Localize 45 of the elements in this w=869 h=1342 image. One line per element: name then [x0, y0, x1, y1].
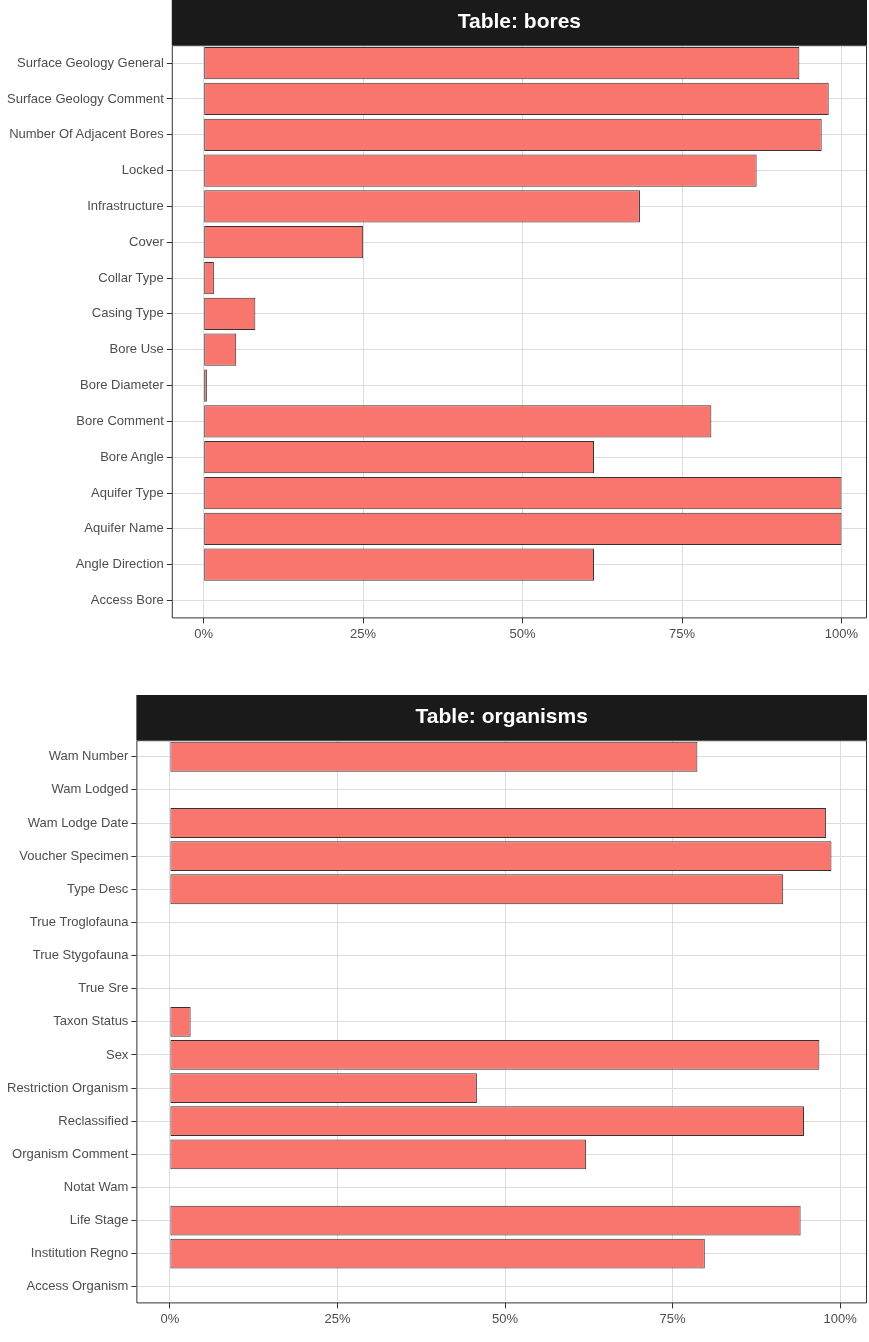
- y-tick-label: Cover: [129, 233, 165, 249]
- y-tick-label: Sex: [105, 1046, 129, 1062]
- y-tick-label: Aquifer Name: [84, 520, 164, 536]
- y-tick-label: Organism Comment: [12, 1145, 129, 1161]
- x-tick-label: 0%: [194, 625, 214, 641]
- y-tick-label: Notat Wam: [63, 1179, 129, 1195]
- y-tick-label: Reclassified: [58, 1112, 129, 1128]
- y-tick-label: Angle Direction: [75, 556, 164, 572]
- x-tick-label: 25%: [324, 1310, 351, 1326]
- y-tick-label: Surface Geology General: [17, 54, 164, 70]
- y-tick-label: Voucher Specimen: [19, 847, 129, 863]
- y-tick-label: True Stygofauna: [32, 947, 130, 963]
- x-tick-label: 50%: [509, 625, 537, 641]
- chart-title: Table: bores: [457, 9, 582, 33]
- y-tick-label: Locked: [121, 162, 164, 178]
- x-tick-label: 100%: [824, 625, 859, 641]
- x-tick-label: 75%: [659, 1310, 687, 1326]
- x-tick-label: 100%: [823, 1310, 858, 1326]
- x-tick-label: 25%: [350, 625, 377, 641]
- y-tick-label: Restriction Organism: [6, 1079, 129, 1095]
- y-tick-label: Wam Lodged: [51, 781, 129, 797]
- y-tick-label: Infrastructure: [87, 197, 164, 213]
- y-tick-label: Bore Use: [109, 341, 164, 357]
- y-tick-label: True Sre: [78, 980, 129, 996]
- y-tick-label: Taxon Status: [53, 1013, 129, 1029]
- y-tick-label: Bore Diameter: [79, 377, 165, 393]
- y-tick-label: Type Desc: [66, 880, 129, 896]
- y-tick-label: Aquifer Type: [91, 484, 164, 500]
- y-tick-label: Wam Lodge Date: [27, 814, 129, 830]
- x-tick-label: 0%: [160, 1310, 180, 1326]
- y-tick-label: Wam Number: [48, 748, 130, 764]
- chart-title: Table: organisms: [415, 704, 588, 728]
- y-tick-label: Access Bore: [90, 592, 164, 608]
- y-tick-label: Institution Regno: [30, 1245, 129, 1261]
- y-tick-label: Bore Comment: [76, 412, 165, 428]
- y-tick-label: Access Organism: [26, 1278, 129, 1294]
- y-tick-label: Number Of Adjacent Bores: [9, 126, 165, 142]
- x-tick-label: 50%: [492, 1310, 519, 1326]
- y-tick-label: Bore Angle: [100, 448, 164, 464]
- x-tick-label: 75%: [669, 625, 696, 641]
- y-tick-label: Collar Type: [98, 269, 164, 285]
- y-tick-label: True Troglofauna: [29, 913, 130, 929]
- y-tick-label: Casing Type: [91, 305, 164, 321]
- y-tick-label: Surface Geology Comment: [7, 90, 165, 106]
- y-tick-label: Life Stage: [69, 1212, 129, 1228]
